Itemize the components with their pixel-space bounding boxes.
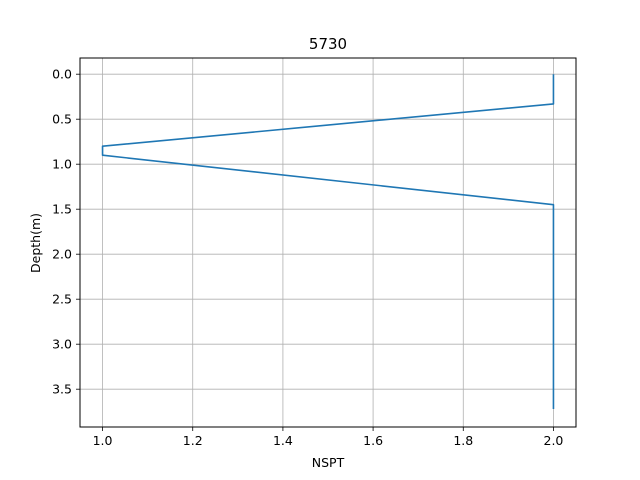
y-tick-label: 0.5	[52, 112, 72, 127]
y-tick-label: 2.0	[52, 247, 72, 262]
x-tick-label: 2.0	[544, 433, 564, 448]
x-axis-title: NSPT	[312, 455, 345, 470]
plot-frame	[79, 57, 577, 428]
chart-title: 5730	[309, 35, 347, 53]
grid-lines	[80, 58, 576, 427]
y-tick-label: 2.5	[52, 292, 72, 307]
x-axis: 1.0 1.2 1.4 1.6 1.8 2.0	[93, 427, 564, 448]
y-axis-title: Depth(m)	[28, 213, 43, 273]
x-tick-label: 1.4	[273, 433, 293, 448]
x-tick-label: 1.2	[183, 433, 203, 448]
x-tick-label: 1.6	[363, 433, 383, 448]
y-tick-label: 0.0	[52, 67, 72, 82]
x-tick-label: 1.0	[93, 433, 113, 448]
y-tick-label: 3.0	[52, 337, 72, 352]
series-layer	[101, 74, 555, 409]
series-line	[101, 74, 555, 409]
x-tick-label: 1.8	[453, 433, 473, 448]
y-tick-label: 1.0	[52, 157, 72, 172]
y-tick-label: 3.5	[52, 382, 72, 397]
y-tick-label: 1.5	[52, 202, 72, 217]
y-axis: 0.0 0.5 1.0 1.5 2.0 2.5 3.0 3.5	[52, 67, 80, 397]
